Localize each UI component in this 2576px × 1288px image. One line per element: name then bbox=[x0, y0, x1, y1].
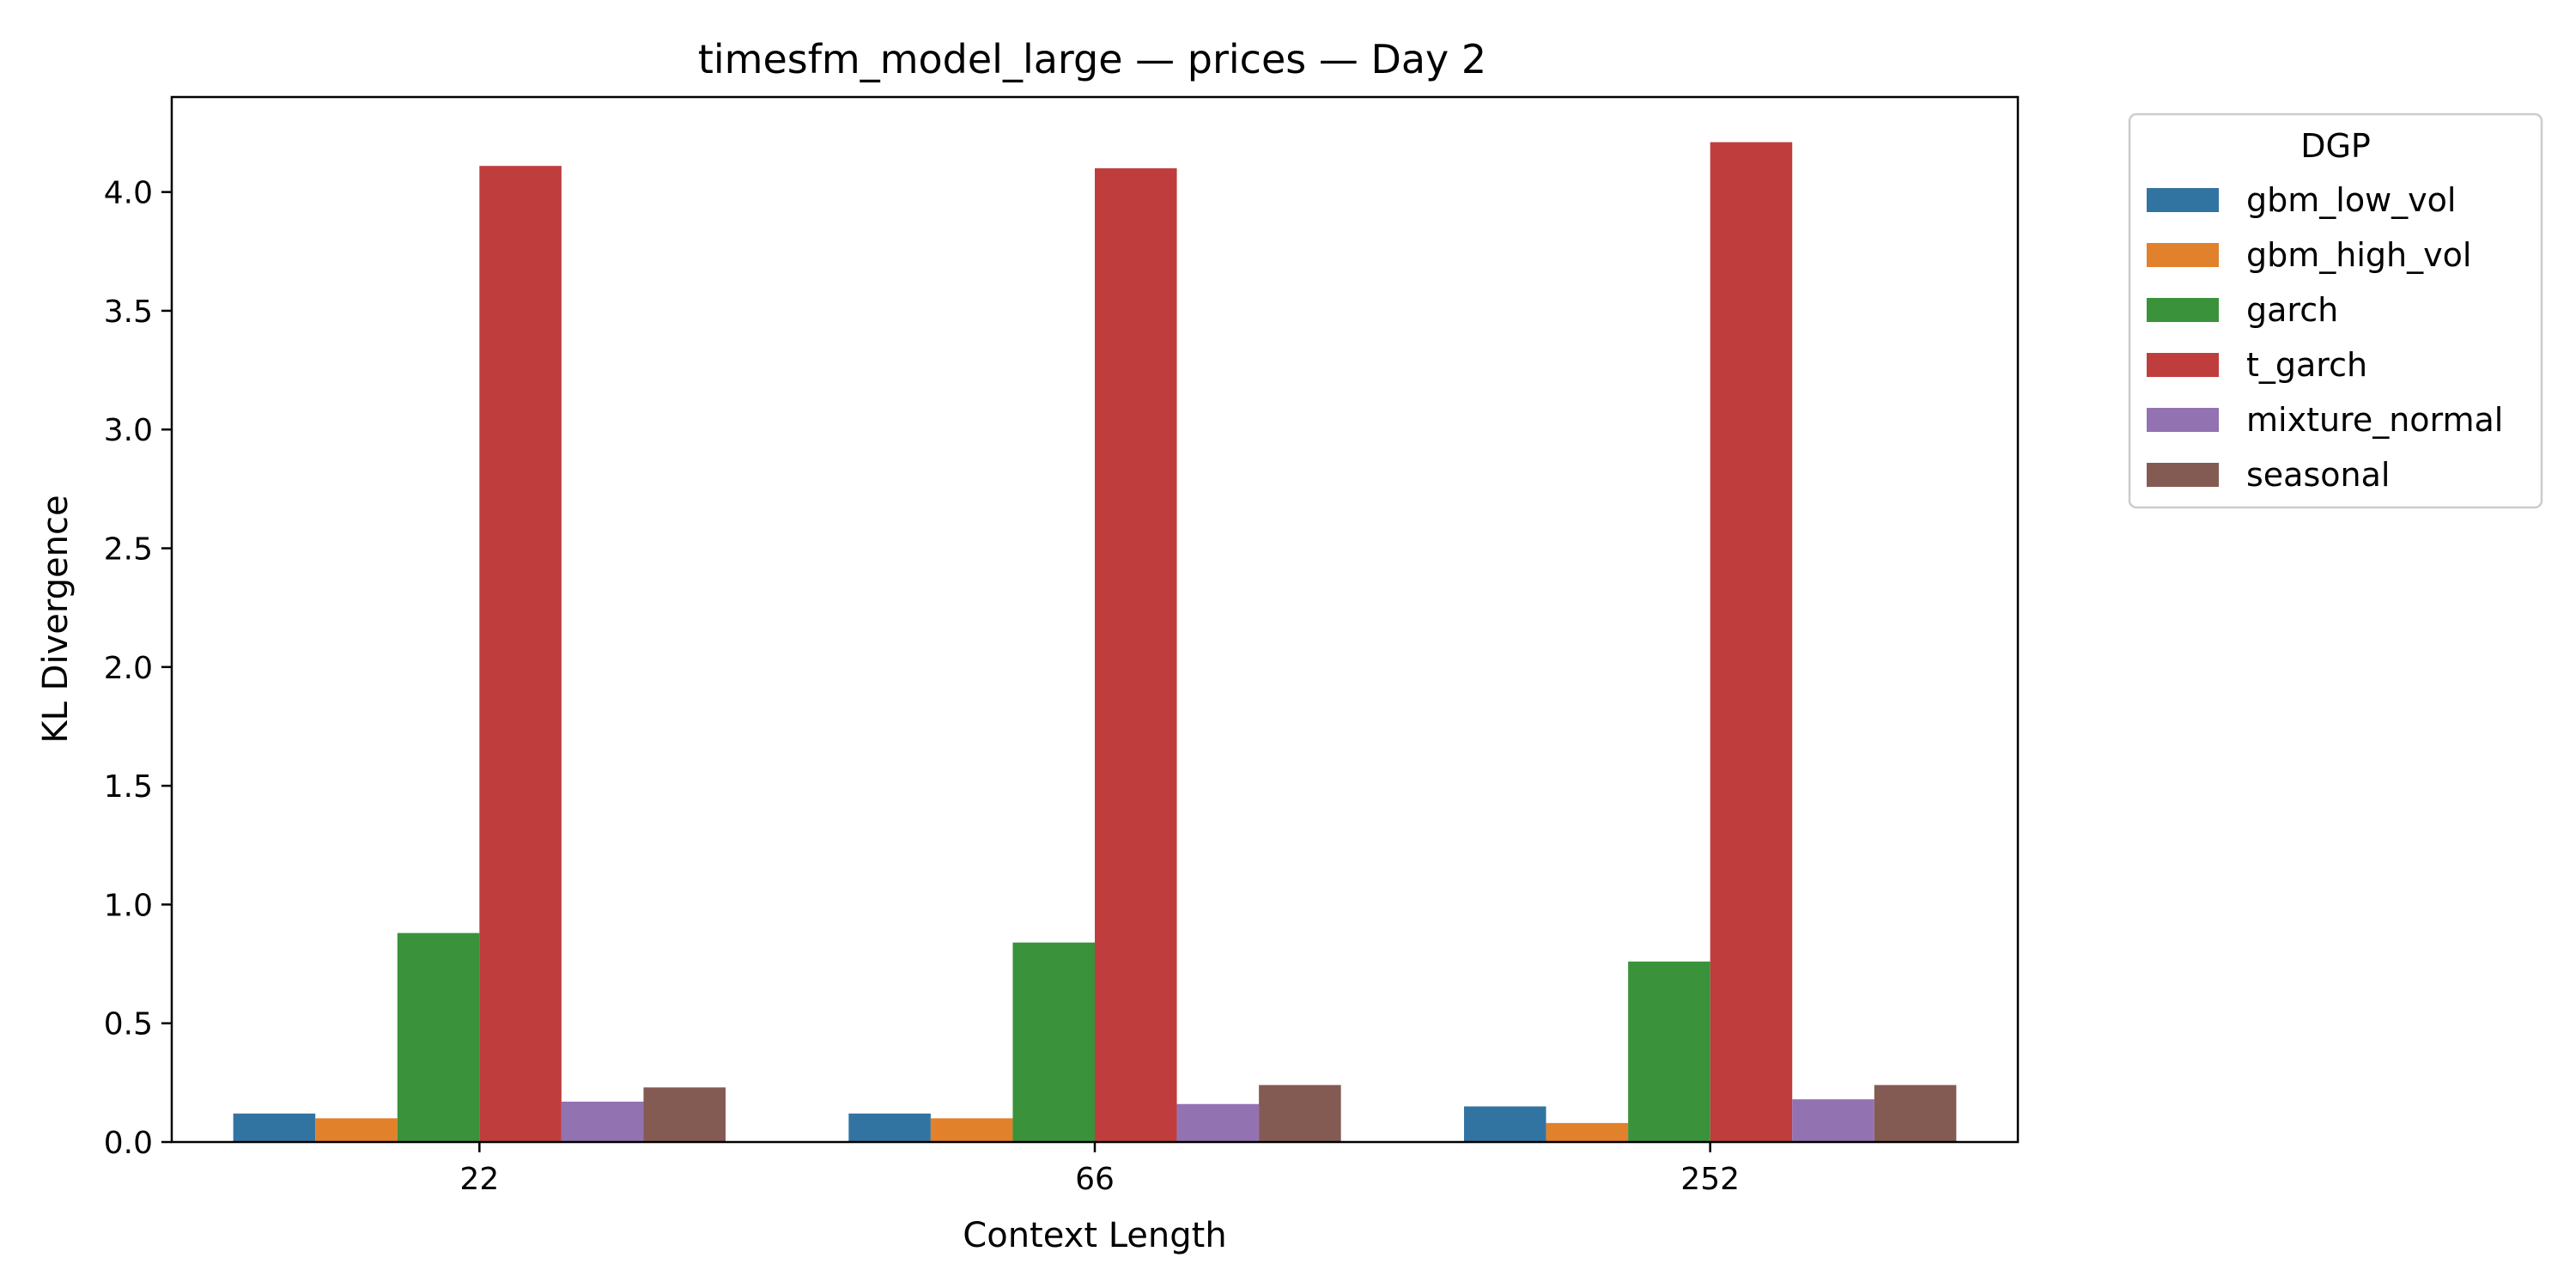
legend-swatch-gbm_low_vol bbox=[2147, 188, 2219, 212]
y-tick-label: 0.5 bbox=[104, 1007, 153, 1042]
y-tick-label: 1.5 bbox=[104, 769, 153, 805]
y-tick-label: 3.0 bbox=[104, 413, 153, 448]
plot-area bbox=[233, 142, 1957, 1143]
legend-swatch-mixture_normal bbox=[2147, 408, 2219, 432]
legend-swatch-t_garch bbox=[2147, 353, 2219, 377]
legend-swatch-seasonal bbox=[2147, 463, 2219, 487]
bar-seasonal-22 bbox=[643, 1087, 726, 1142]
bar-seasonal-66 bbox=[1259, 1084, 1341, 1142]
legend-label-garch: garch bbox=[2246, 291, 2338, 329]
bar-gbm_high_vol-22 bbox=[315, 1118, 398, 1142]
y-axis-label: KL Divergence bbox=[36, 495, 76, 743]
bar-seasonal-252 bbox=[1874, 1084, 1957, 1142]
bar-mixture_normal-66 bbox=[1176, 1103, 1260, 1142]
x-tick-label: 66 bbox=[1075, 1162, 1115, 1197]
bar-t_garch-252 bbox=[1710, 142, 1793, 1143]
y-tick-label: 2.5 bbox=[104, 532, 153, 568]
x-axis: 22 66 252 bbox=[459, 1142, 1740, 1197]
y-tick-label: 2.0 bbox=[104, 651, 153, 686]
bar-t_garch-66 bbox=[1095, 167, 1177, 1142]
legend-label-gbm_high_vol: gbm_high_vol bbox=[2246, 236, 2471, 274]
bar-gbm_high_vol-252 bbox=[1546, 1122, 1629, 1142]
legend-swatch-garch bbox=[2147, 298, 2219, 322]
bar-garch-252 bbox=[1628, 961, 1710, 1142]
bar-gbm_low_vol-252 bbox=[1464, 1106, 1546, 1142]
y-axis: 0.0 0.5 1.0 1.5 2.0 2.5 3.0 3.5 4.0 bbox=[104, 176, 172, 1161]
y-tick-label: 0.0 bbox=[104, 1126, 153, 1161]
legend-swatch-gbm_high_vol bbox=[2147, 243, 2219, 267]
bar-mixture_normal-252 bbox=[1792, 1099, 1874, 1142]
axes-frame bbox=[170, 95, 2020, 1144]
legend-label-t_garch: t_garch bbox=[2246, 346, 2367, 384]
y-tick-label: 3.5 bbox=[104, 295, 153, 330]
legend-label-seasonal: seasonal bbox=[2246, 456, 2390, 494]
legend-label-gbm_low_vol: gbm_low_vol bbox=[2246, 181, 2456, 219]
x-tick-label: 252 bbox=[1680, 1162, 1740, 1197]
y-tick-label: 4.0 bbox=[104, 176, 153, 211]
bar-garch-22 bbox=[397, 933, 480, 1142]
x-tick-label: 22 bbox=[459, 1162, 499, 1197]
legend-frame bbox=[2128, 112, 2543, 509]
chart-title: timesfm_model_large — prices — Day 2 bbox=[698, 36, 1486, 82]
bar-gbm_high_vol-66 bbox=[930, 1118, 1013, 1142]
y-tick-label: 1.0 bbox=[104, 888, 153, 923]
legend-label-mixture_normal: mixture_normal bbox=[2246, 401, 2503, 439]
bar-gbm_low_vol-66 bbox=[848, 1113, 931, 1142]
bar-garch-66 bbox=[1012, 942, 1095, 1142]
bar-t_garch-22 bbox=[479, 166, 562, 1142]
bar-gbm_low_vol-22 bbox=[233, 1113, 316, 1142]
legend-title: DGP bbox=[2300, 127, 2371, 165]
x-axis-label: Context Length bbox=[963, 1216, 1226, 1255]
bar-mixture_normal-22 bbox=[561, 1101, 644, 1142]
